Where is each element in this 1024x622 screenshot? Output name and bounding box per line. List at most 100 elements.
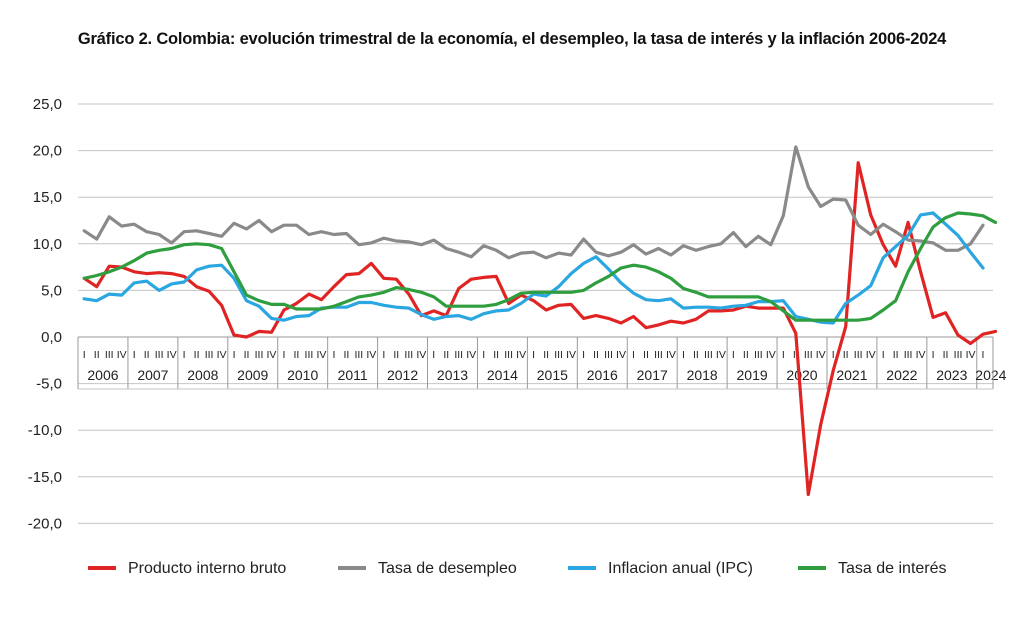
legend: Producto interno bruto Tasa de desempleo I… [88, 560, 947, 577]
quarter-label: II [94, 349, 100, 361]
quarter-label: III [205, 349, 214, 361]
grid-lines [78, 103, 993, 524]
year-label: 2020 [786, 367, 817, 383]
legend-label: Tasa de desempleo [378, 560, 517, 577]
series-lines [82, 145, 998, 497]
quarter-label: III [155, 349, 164, 361]
quarter-label: I [832, 349, 835, 361]
quarter-label: III [954, 349, 963, 361]
quarter-label: I [982, 349, 985, 361]
y-tick-label: 10,0 [33, 236, 62, 253]
quarter-label: IV [416, 349, 426, 361]
quarter-label: III [604, 349, 613, 361]
quarter-label: IV [217, 349, 227, 361]
legend-label: Tasa de interés [838, 560, 947, 577]
quarter-label: II [593, 349, 599, 361]
quarter-label: I [882, 349, 885, 361]
quarter-label: IV [866, 349, 876, 361]
quarter-label: IV [916, 349, 926, 361]
quarter-label: IV [167, 349, 177, 361]
quarter-label: IV [616, 349, 626, 361]
y-axis-ticks: 25,0 20,0 15,0 10,0 5,0 0,0 -5,0 -10,0 -15,0 -20,… [28, 96, 62, 532]
quarter-label: III [354, 349, 363, 361]
quarter-label: III [854, 349, 863, 361]
quarter-label: III [554, 349, 563, 361]
quarter-label: III [804, 349, 813, 361]
quarter-label: I [183, 349, 186, 361]
quarter-label: III [305, 349, 314, 361]
chart-title: Gráfico 2. Colombia: evolución trimestra… [77, 30, 947, 48]
series-line-inflacion-anual-ipc [82, 211, 985, 325]
quarter-label: II [693, 349, 699, 361]
quarter-label: III [504, 349, 513, 361]
quarter-label: I [382, 349, 385, 361]
quarter-label: I [332, 349, 335, 361]
quarter-label: II [144, 349, 150, 361]
quarter-label: III [105, 349, 114, 361]
quarter-label: IV [516, 349, 526, 361]
year-label: 2008 [187, 367, 218, 383]
year-label: 2021 [836, 367, 867, 383]
y-tick-label: -15,0 [28, 469, 62, 486]
y-tick-label: 15,0 [33, 189, 62, 206]
quarter-label: IV [766, 349, 776, 361]
year-label: 2006 [87, 367, 118, 383]
quarter-label: II [793, 349, 799, 361]
quarter-label: III [704, 349, 713, 361]
quarter-label: I [532, 349, 535, 361]
quarter-label: IV [366, 349, 376, 361]
quarter-label: II [643, 349, 649, 361]
year-label: 2011 [338, 367, 368, 383]
quarter-label: IV [267, 349, 277, 361]
y-tick-label: 25,0 [33, 96, 62, 113]
year-label: 2014 [487, 367, 518, 383]
quarter-label: II [843, 349, 849, 361]
year-label: 2007 [137, 367, 168, 383]
quarter-label: I [133, 349, 136, 361]
year-label: 2015 [537, 367, 568, 383]
series-line-producto-interno-bruto [82, 161, 998, 497]
quarter-label: II [943, 349, 949, 361]
quarter-label: II [393, 349, 399, 361]
year-label: 2019 [737, 367, 768, 383]
quarter-label: III [454, 349, 463, 361]
quarter-label: IV [816, 349, 826, 361]
series-line-tasa-de-inter-s [82, 211, 998, 322]
y-tick-label: 5,0 [41, 282, 62, 299]
y-tick-label: -10,0 [28, 422, 62, 439]
quarter-label: IV [566, 349, 576, 361]
quarter-label: I [233, 349, 236, 361]
quarter-label: II [443, 349, 449, 361]
quarter-label: IV [666, 349, 676, 361]
quarter-label: III [754, 349, 763, 361]
quarter-label: II [294, 349, 300, 361]
quarter-label: III [404, 349, 413, 361]
year-label: 2012 [387, 367, 418, 383]
quarter-label: IV [466, 349, 476, 361]
year-label: 2018 [687, 367, 718, 383]
quarter-label: I [83, 349, 86, 361]
quarter-label: I [782, 349, 785, 361]
quarter-label: II [743, 349, 749, 361]
quarter-label: I [432, 349, 435, 361]
quarter-label: I [732, 349, 735, 361]
quarter-label: II [244, 349, 250, 361]
y-tick-label: 20,0 [33, 143, 62, 160]
quarter-label: IV [117, 349, 127, 361]
quarter-label: I [582, 349, 585, 361]
quarter-label: II [893, 349, 899, 361]
year-label: 2024 [975, 367, 1006, 383]
year-label: 2022 [886, 367, 917, 383]
year-label: 2017 [637, 367, 668, 383]
quarter-label: I [932, 349, 935, 361]
quarter-label: III [654, 349, 663, 361]
quarter-label: IV [966, 349, 976, 361]
quarter-label: I [283, 349, 286, 361]
y-tick-label: -5,0 [36, 376, 62, 393]
quarter-label: II [194, 349, 200, 361]
series-line-tasa-de-desempleo [82, 145, 985, 260]
quarter-label: III [904, 349, 913, 361]
year-label: 2016 [587, 367, 618, 383]
